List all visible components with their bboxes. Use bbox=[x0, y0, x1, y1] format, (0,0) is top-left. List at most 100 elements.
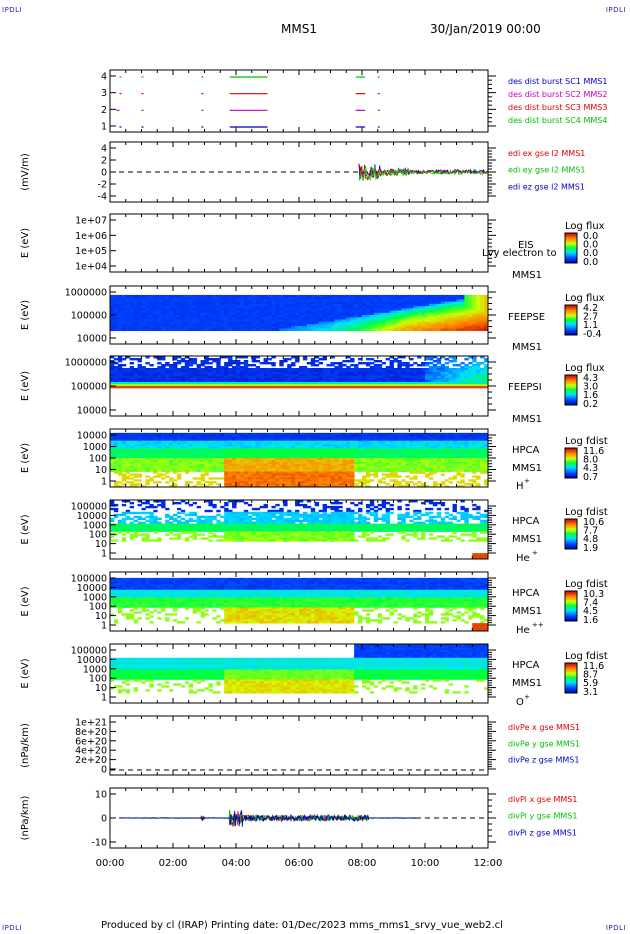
heatmap-cell bbox=[460, 362, 465, 365]
heatmap-cell bbox=[428, 321, 434, 325]
heatmap-cell bbox=[460, 310, 465, 314]
heatmap-cell bbox=[153, 440, 158, 443]
heatmap-cell bbox=[161, 440, 166, 443]
heatmap-cell bbox=[133, 303, 138, 307]
heatmap-cell bbox=[295, 312, 300, 316]
heatmap-cell bbox=[354, 370, 359, 373]
heatmap-cell bbox=[267, 370, 272, 373]
heatmap-cell bbox=[306, 384, 312, 387]
heatmap-cell bbox=[452, 370, 457, 373]
heatmap-cell bbox=[212, 465, 217, 469]
heatmap-cell bbox=[243, 306, 249, 309]
heatmap-cell bbox=[291, 315, 296, 318]
heatmap-cell bbox=[369, 297, 375, 300]
heatmap-cell bbox=[180, 328, 186, 332]
heatmap-cell bbox=[310, 376, 316, 379]
heatmap-cell bbox=[208, 326, 213, 329]
heatmap-cell bbox=[456, 323, 461, 327]
heatmap-cell bbox=[251, 465, 257, 469]
heatmap-cell bbox=[314, 378, 320, 381]
heatmap-cell bbox=[385, 323, 390, 327]
heatmap-cell bbox=[421, 321, 426, 325]
heatmap-cell bbox=[259, 299, 264, 303]
heatmap-cell bbox=[413, 380, 418, 383]
heatmap-cell bbox=[425, 386, 430, 389]
heatmap-cell bbox=[456, 328, 461, 332]
heatmap-cell bbox=[283, 326, 288, 329]
heatmap-cell bbox=[236, 448, 241, 451]
heatmap-cell bbox=[129, 461, 135, 465]
heatmap-cell bbox=[149, 436, 154, 440]
heatmap-cell bbox=[358, 382, 363, 385]
heatmap-cell bbox=[295, 328, 300, 332]
heatmap-cell bbox=[452, 372, 457, 375]
heatmap-cell bbox=[236, 436, 241, 440]
heatmap-cell bbox=[267, 386, 272, 389]
heatmap-cell bbox=[169, 444, 174, 447]
heatmap-cell bbox=[409, 321, 414, 325]
heatmap-cell bbox=[216, 364, 221, 367]
heatmap-cell bbox=[342, 328, 347, 332]
heatmap-cell bbox=[220, 436, 225, 440]
heatmap-cell bbox=[389, 386, 394, 389]
heatmap-cell bbox=[346, 380, 351, 383]
heatmap-cell bbox=[291, 321, 296, 325]
heatmap-cell bbox=[428, 315, 434, 318]
heatmap-cell bbox=[200, 372, 205, 375]
heatmap-cell bbox=[247, 386, 253, 389]
heatmap-cell bbox=[157, 463, 162, 467]
heatmap-cell bbox=[444, 372, 450, 375]
heatmap-cell bbox=[326, 319, 331, 323]
heatmap-cell bbox=[480, 321, 485, 325]
heatmap-cell bbox=[165, 442, 170, 445]
heatmap-cell bbox=[173, 308, 178, 311]
heatmap-cell bbox=[180, 358, 186, 361]
heatmap-cell bbox=[354, 308, 359, 311]
heatmap-cell bbox=[165, 364, 170, 367]
heatmap-cell bbox=[409, 319, 414, 323]
heatmap-cell bbox=[302, 382, 308, 385]
heatmap-cell bbox=[247, 465, 253, 469]
heatmap-cell bbox=[236, 386, 241, 389]
heatmap-cell bbox=[220, 434, 225, 438]
heatmap-cell bbox=[425, 356, 430, 359]
heatmap-cell bbox=[283, 360, 288, 363]
heatmap-cell bbox=[169, 376, 174, 379]
heatmap-cell bbox=[165, 328, 170, 332]
heatmap-cell bbox=[472, 301, 477, 305]
heatmap-cell bbox=[157, 374, 162, 377]
heatmap-cell bbox=[137, 303, 142, 307]
heatmap-cell bbox=[165, 308, 170, 311]
heatmap-cell bbox=[165, 297, 170, 300]
heatmap-cell bbox=[267, 315, 272, 318]
heatmap-cell bbox=[220, 448, 225, 451]
heatmap-cell bbox=[421, 364, 426, 367]
heatmap-cell bbox=[169, 297, 174, 300]
heatmap-cell bbox=[125, 356, 131, 359]
heatmap-cell bbox=[153, 382, 158, 385]
heatmap-cell bbox=[232, 297, 237, 300]
heatmap-cell bbox=[330, 312, 335, 316]
heatmap-cell bbox=[121, 328, 127, 332]
heatmap-cell bbox=[212, 301, 217, 305]
heatmap-cell bbox=[275, 450, 280, 453]
heatmap-cell bbox=[381, 372, 387, 375]
heatmap-cell bbox=[224, 459, 229, 463]
heatmap-cell bbox=[165, 380, 170, 383]
heatmap-cell bbox=[113, 452, 119, 455]
heatmap-cell bbox=[338, 312, 343, 316]
heatmap-cell bbox=[322, 319, 327, 323]
heatmap-cell bbox=[287, 306, 292, 309]
heatmap-cell bbox=[306, 376, 312, 379]
heatmap-cell bbox=[413, 299, 418, 303]
heatmap-cell bbox=[110, 323, 115, 327]
legend-entry-1: edi ex gse l2 MMS1 bbox=[508, 149, 585, 158]
heatmap-cell bbox=[302, 299, 308, 303]
heatmap-cell bbox=[326, 378, 331, 381]
heatmap-cell bbox=[133, 454, 138, 457]
heatmap-cell bbox=[377, 469, 383, 472]
heatmap-cell bbox=[271, 438, 276, 441]
heatmap-cell bbox=[381, 326, 387, 329]
heatmap-cell bbox=[200, 458, 205, 461]
heatmap-cell bbox=[212, 461, 217, 465]
